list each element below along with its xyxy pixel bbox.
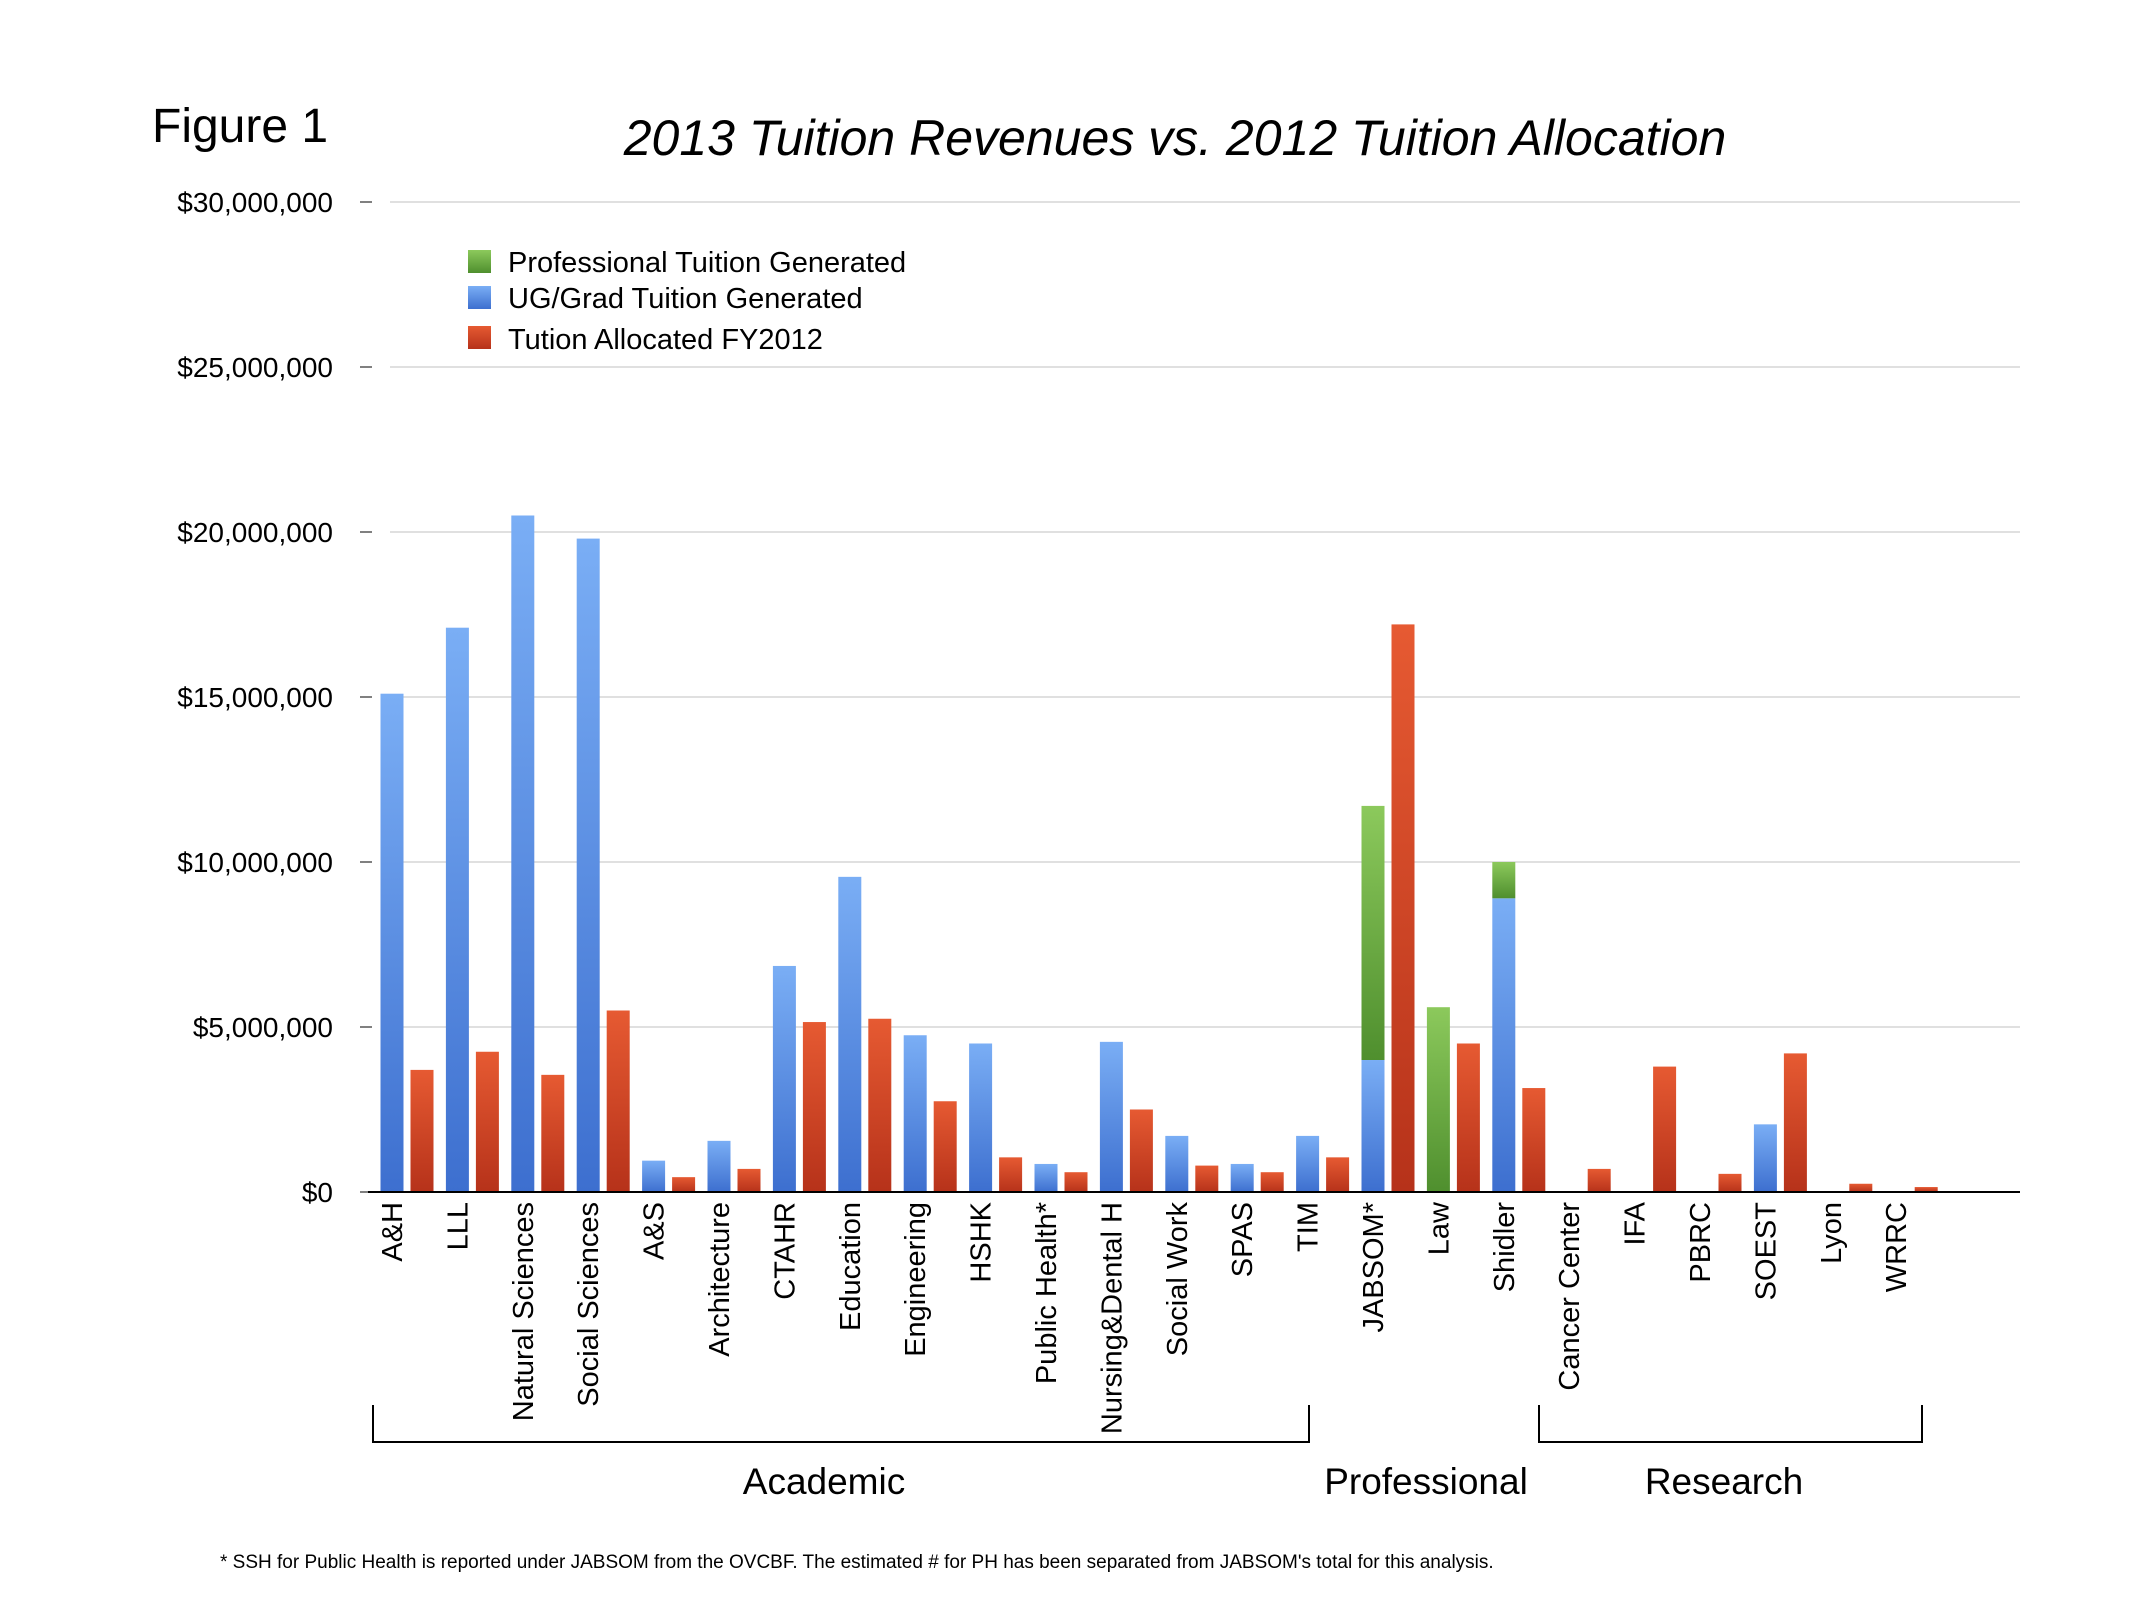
x-tick-label-lll: LLL — [442, 1202, 474, 1250]
bar-allocated-a-s — [672, 1177, 696, 1192]
x-tick-label-tim: TIM — [1293, 1202, 1325, 1252]
bar-ug-grad-natural-sciences — [511, 515, 535, 1192]
bar-professional-shidler — [1492, 862, 1516, 899]
legend-swatch-ug-grad — [468, 286, 491, 309]
bar-ug-grad-engineering — [903, 1035, 927, 1192]
legend-label-ug-grad: UG/Grad Tuition Generated — [508, 283, 863, 315]
x-tick-label-pbrc: PBRC — [1685, 1202, 1717, 1283]
y-tick-label-5: $25,000,000 — [177, 352, 333, 383]
bar-ug-grad-education — [838, 876, 862, 1192]
bar-allocated-education — [868, 1018, 892, 1192]
x-tick-label-soest: SOEST — [1750, 1202, 1782, 1301]
bar-ug-grad-public-health — [1034, 1163, 1058, 1192]
x-tick-label-law: Law — [1423, 1201, 1455, 1255]
x-tick-label-ctahr: CTAHR — [769, 1202, 801, 1300]
bar-ug-grad-social-work — [1165, 1135, 1189, 1192]
bar-ug-grad-soest — [1753, 1124, 1777, 1192]
bar-ug-grad-nursing-dental-h — [1099, 1041, 1123, 1192]
category-groups: Academic Professional Research — [372, 1405, 1923, 1502]
footnote: * SSH for Public Health is reported unde… — [220, 1552, 1494, 1573]
x-tick-label-jabsom: JABSOM* — [1358, 1202, 1390, 1333]
x-tick-label-a-s: A&S — [639, 1202, 671, 1260]
y-tick-label-4: $20,000,000 — [177, 517, 333, 548]
group-bracket-academic — [372, 1405, 1310, 1443]
bar-allocated-a-h — [410, 1069, 434, 1192]
legend-label-professional: Professional Tuition Generated — [508, 247, 906, 279]
bar-allocated-architecture — [737, 1168, 761, 1192]
bar-allocated-spas — [1260, 1172, 1284, 1192]
bar-allocated-ifa — [1653, 1066, 1677, 1192]
bar-allocated-wrrc — [1914, 1187, 1938, 1192]
y-tick-label-3: $15,000,000 — [177, 682, 333, 713]
x-tick-label-public-health: Public Health* — [1031, 1202, 1063, 1384]
bar-allocated-soest — [1783, 1053, 1807, 1192]
x-tick-label-natural-sciences: Natural Sciences — [508, 1202, 540, 1421]
legend-swatch-allocated — [468, 326, 491, 349]
x-axis: A&H LLL Natural Sciences Social Sciences A&S… — [377, 1201, 1913, 1434]
bar-allocated-social-work — [1195, 1165, 1219, 1192]
bar-ug-grad-a-s — [642, 1160, 666, 1192]
bar-allocated-lll — [475, 1051, 499, 1192]
group-label-professional: Professional — [1324, 1461, 1528, 1502]
bar-allocated-cancer-center — [1587, 1168, 1611, 1192]
legend-swatch-professional — [468, 250, 491, 273]
y-axis: $0 $5,000,000 $10,000,000 $15,000,000 $20,00… — [177, 187, 372, 1208]
chart-title: 2013 Tuition Revenues vs. 2012 Tuition A… — [623, 110, 1727, 166]
figure-label: Figure 1 — [152, 100, 328, 153]
bar-ug-grad-ctahr — [772, 965, 796, 1192]
bar-ug-grad-jabsom — [1361, 1060, 1385, 1192]
bar-ug-grad-social-sciences — [576, 538, 600, 1192]
group-bracket-research — [1538, 1405, 1923, 1443]
group-label-academic: Academic — [743, 1461, 905, 1502]
x-tick-label-wrrc: WRRC — [1881, 1202, 1913, 1292]
bar-allocated-natural-sciences — [541, 1074, 565, 1192]
bar-allocated-engineering — [933, 1101, 957, 1192]
bars — [380, 515, 1938, 1192]
bar-ug-grad-shidler — [1492, 898, 1516, 1192]
bar-allocated-nursing-dental-h — [1129, 1109, 1153, 1192]
bar-allocated-shidler — [1522, 1088, 1546, 1192]
x-tick-label-cancer-center: Cancer Center — [1554, 1202, 1586, 1391]
y-tick-label-0: $0 — [302, 1177, 333, 1208]
bar-ug-grad-tim — [1296, 1135, 1320, 1192]
bar-allocated-jabsom — [1391, 624, 1415, 1192]
bar-ug-grad-architecture — [707, 1140, 731, 1192]
legend: Professional Tuition Generated UG/Grad T… — [468, 247, 906, 356]
bar-allocated-ctahr — [802, 1022, 826, 1192]
gridlines — [390, 201, 2020, 1028]
y-tick-label-2: $10,000,000 — [177, 847, 333, 878]
bar-allocated-lyon — [1849, 1183, 1873, 1192]
x-tick-label-social-work: Social Work — [1162, 1202, 1194, 1357]
y-tick-label-1: $5,000,000 — [193, 1012, 333, 1043]
bar-ug-grad-a-h — [380, 693, 404, 1192]
bar-allocated-social-sciences — [606, 1010, 630, 1192]
x-tick-label-architecture: Architecture — [704, 1202, 736, 1357]
x-tick-label-nursing-dental-h: Nursing&Dental H — [1096, 1202, 1128, 1434]
x-tick-label-lyon: Lyon — [1816, 1202, 1848, 1264]
bar-allocated-public-health — [1064, 1172, 1088, 1192]
legend-label-allocated: Tution Allocated FY2012 — [508, 324, 823, 356]
bar-allocated-law — [1456, 1043, 1480, 1192]
x-tick-label-a-h: A&H — [377, 1202, 409, 1262]
y-tick-label-6: $30,000,000 — [177, 187, 333, 218]
x-tick-label-ifa: IFA — [1620, 1201, 1652, 1245]
bar-ug-grad-lll — [445, 627, 469, 1192]
bar-ug-grad-hshk — [969, 1043, 993, 1192]
bar-allocated-pbrc — [1718, 1173, 1742, 1192]
bar-professional-law — [1426, 1007, 1450, 1192]
x-tick-label-engineering: Engineering — [900, 1202, 932, 1357]
x-tick-label-social-sciences: Social Sciences — [573, 1202, 605, 1407]
x-tick-label-education: Education — [835, 1202, 867, 1331]
x-tick-label-hshk: HSHK — [966, 1201, 998, 1282]
bar-allocated-tim — [1326, 1157, 1350, 1192]
bar-ug-grad-spas — [1230, 1163, 1254, 1192]
bar-allocated-hshk — [999, 1157, 1023, 1192]
x-tick-label-spas: SPAS — [1227, 1202, 1259, 1277]
x-tick-label-shidler: Shidler — [1489, 1202, 1521, 1293]
bar-professional-jabsom — [1361, 805, 1385, 1060]
group-label-research: Research — [1645, 1461, 1803, 1502]
